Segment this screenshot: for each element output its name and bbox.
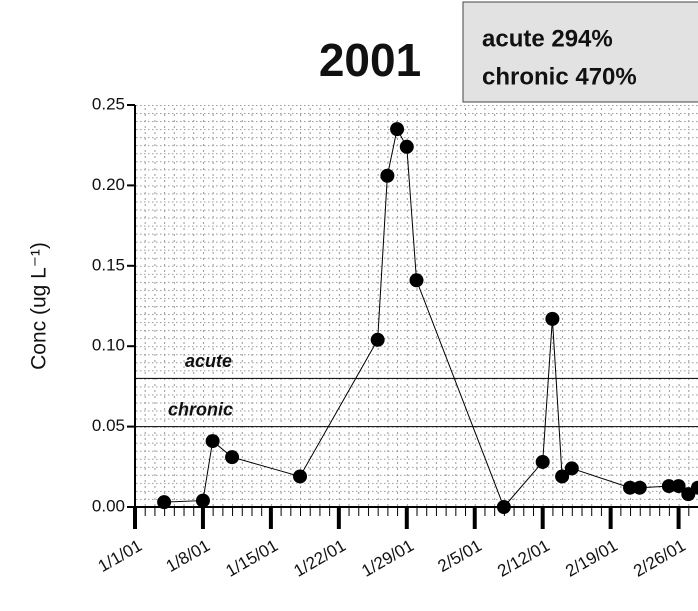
y-tick-label: 0.05 [92,416,125,435]
data-point [293,469,308,484]
annotation: chronic 470% [482,63,637,90]
x-tick-label: 2/12/01 [494,536,553,581]
threshold-label: chronic [168,399,233,419]
grid-pattern [135,105,698,507]
data-point [691,480,698,495]
x-tick-label: 2/5/01 [435,536,485,576]
x-tick-label: 1/1/01 [95,536,145,576]
data-point [370,332,385,347]
x-tick-label: 1/29/01 [358,536,417,581]
data-point [157,495,172,510]
annotation: acute 294% [482,25,613,52]
x-tick-label: 2/19/01 [562,536,621,581]
y-tick-label: 0.10 [92,336,125,355]
data-point [535,454,550,469]
x-tick-label: 1/22/01 [290,536,349,581]
data-point [564,461,579,476]
data-point [399,139,414,154]
data-point [380,168,395,183]
chart-title: 2001 [319,34,421,86]
data-point [195,493,210,508]
y-axis-label: Conc (ug L⁻¹) [28,242,51,370]
data-point [661,479,676,494]
x-tick-label: 1/8/01 [163,536,213,576]
x-tick-label: 2/26/01 [630,536,689,581]
annotation-box [462,1,698,103]
threshold-label: acute [185,351,232,371]
data-point [390,122,405,137]
data-point [545,311,560,326]
data-point [555,469,570,484]
x-tick-label: 1/15/01 [223,536,282,581]
data-point [409,273,424,288]
data-point [623,480,638,495]
y-tick-label: 0.00 [92,496,125,515]
minor-ticks [135,508,698,516]
data-point [671,479,686,494]
y-tick-label: 0.15 [92,255,125,274]
y-tick-label: 0.20 [92,175,125,194]
data-point [225,450,240,465]
data-point [496,500,511,514]
data-point [632,480,647,495]
data-point [205,434,220,449]
y-tick-label: 0.25 [92,94,125,113]
